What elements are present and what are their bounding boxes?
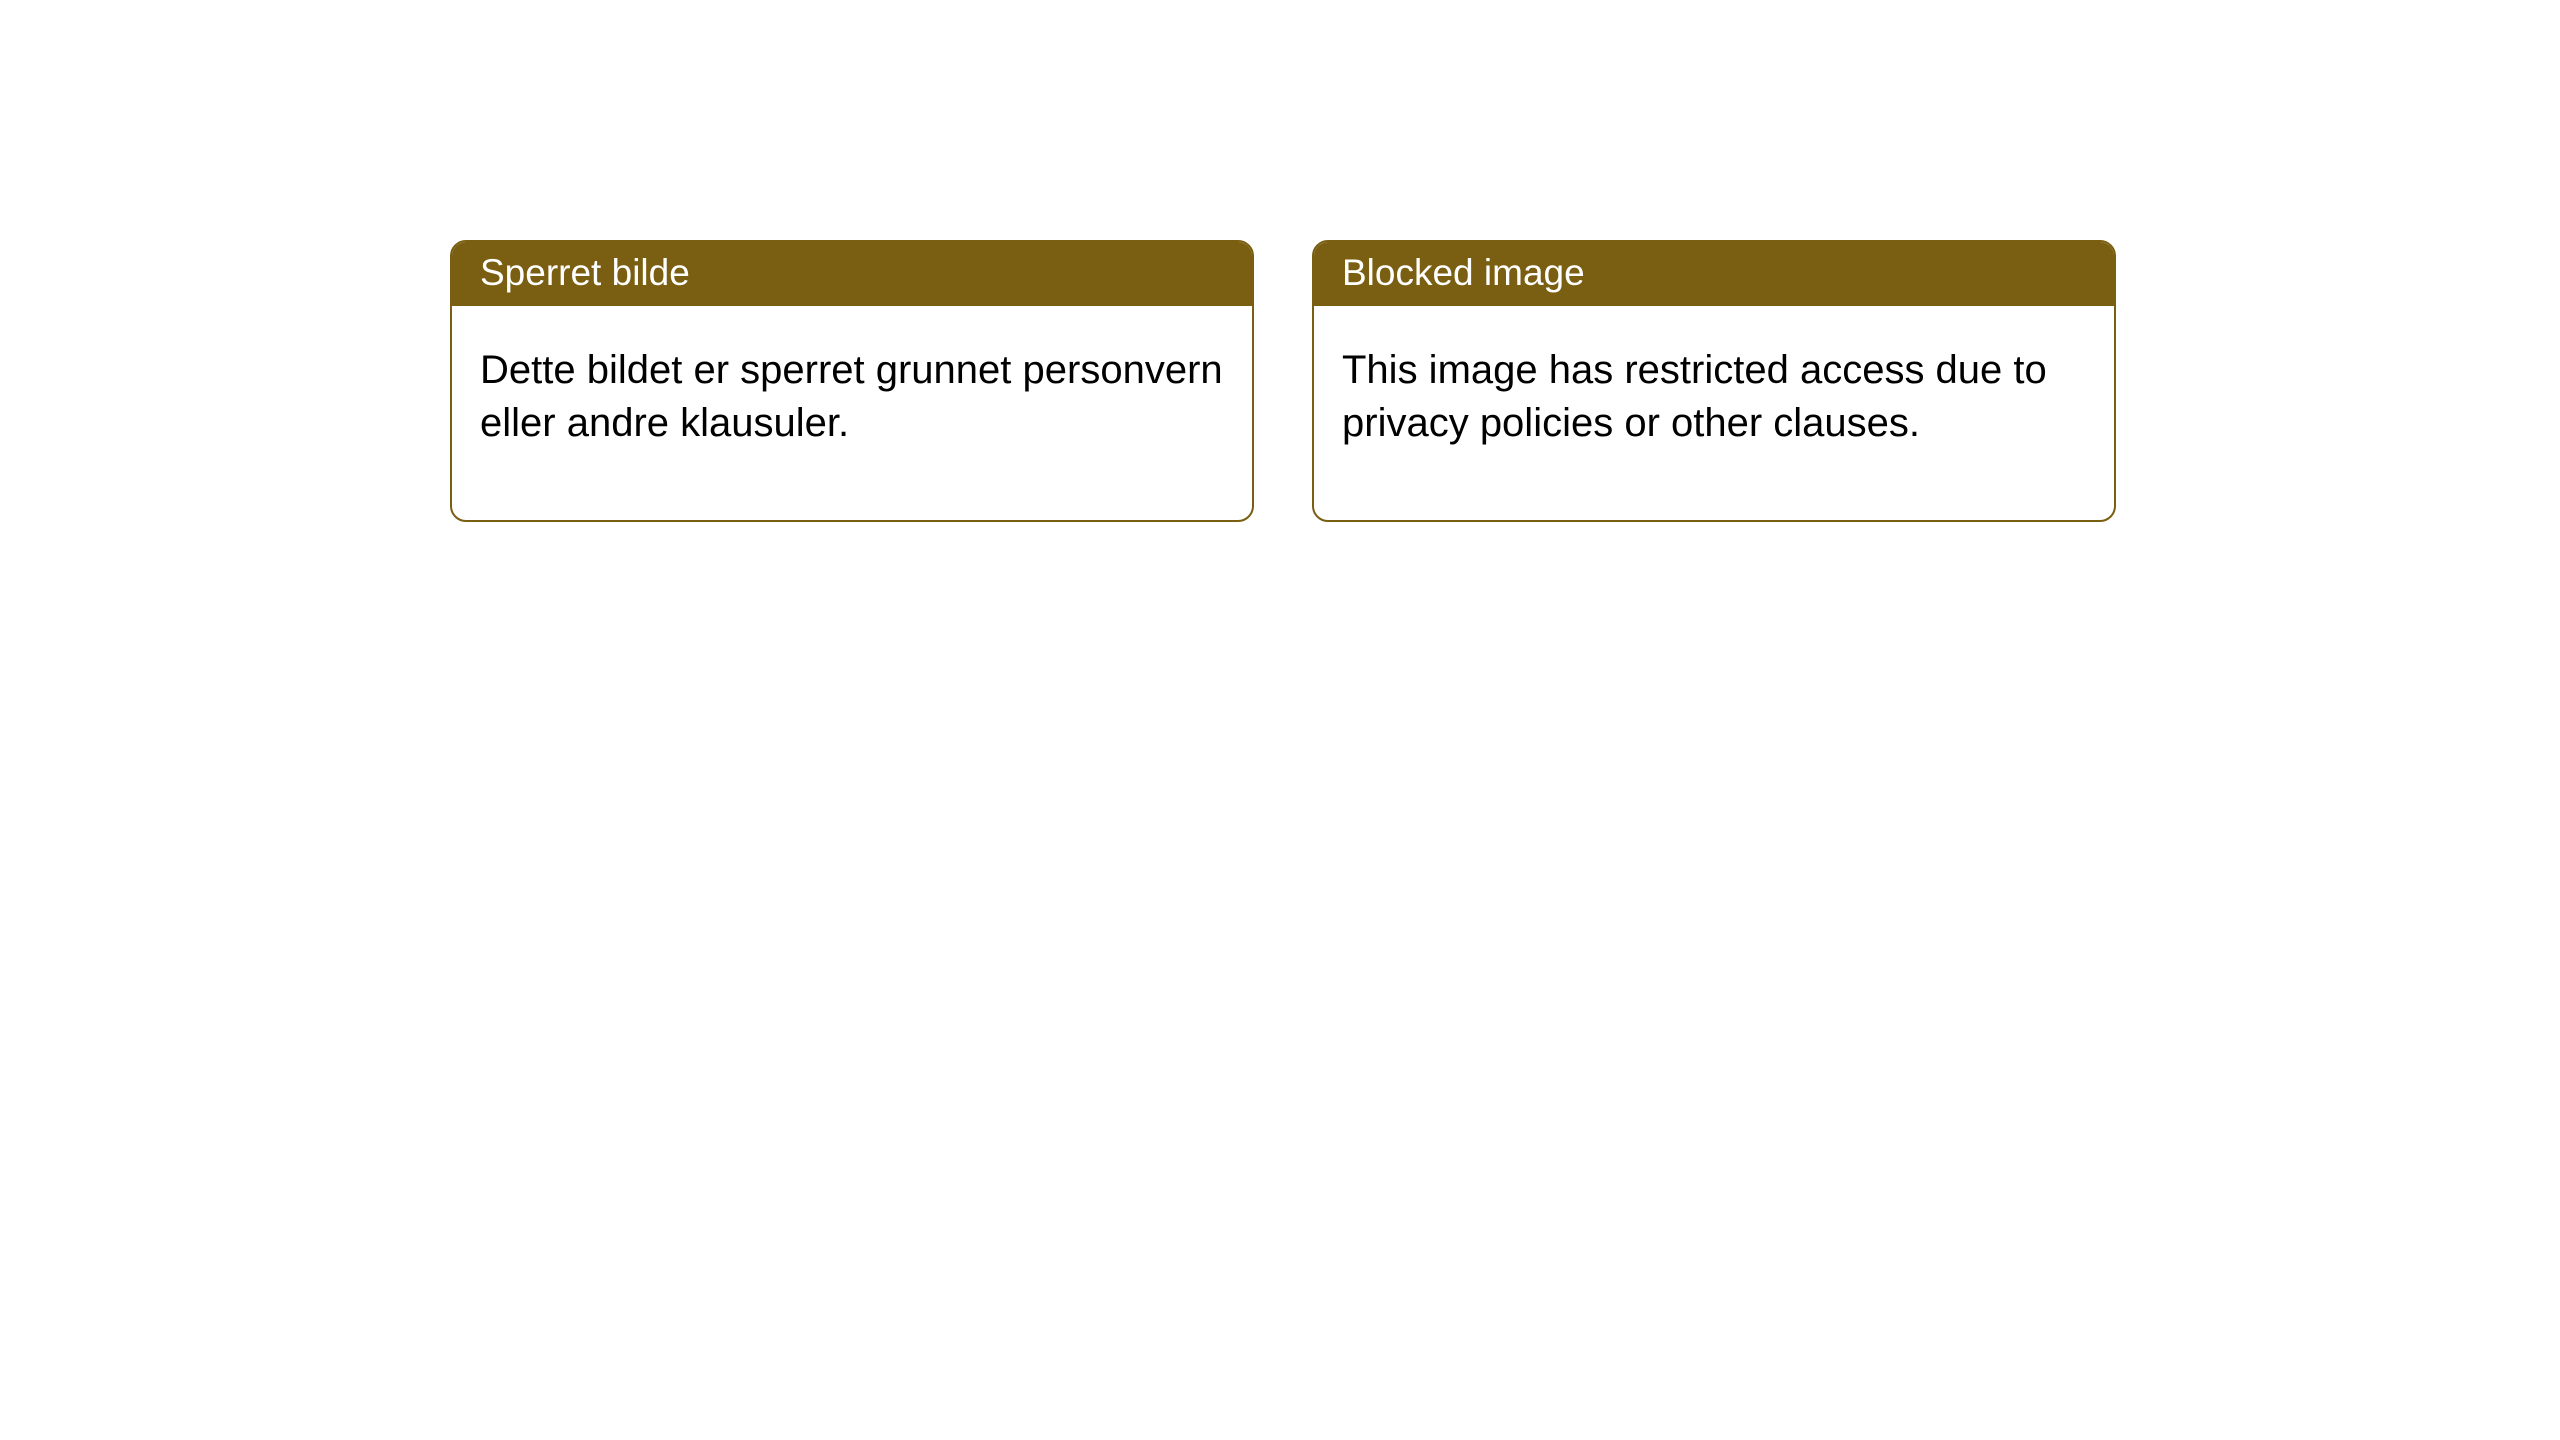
notice-card-norwegian: Sperret bilde Dette bildet er sperret gr… — [450, 240, 1254, 522]
notice-title-norwegian: Sperret bilde — [452, 242, 1252, 306]
notice-body-english: This image has restricted access due to … — [1314, 306, 2114, 520]
notice-body-norwegian: Dette bildet er sperret grunnet personve… — [452, 306, 1252, 520]
notice-card-english: Blocked image This image has restricted … — [1312, 240, 2116, 522]
notice-title-english: Blocked image — [1314, 242, 2114, 306]
notice-container: Sperret bilde Dette bildet er sperret gr… — [0, 0, 2560, 522]
